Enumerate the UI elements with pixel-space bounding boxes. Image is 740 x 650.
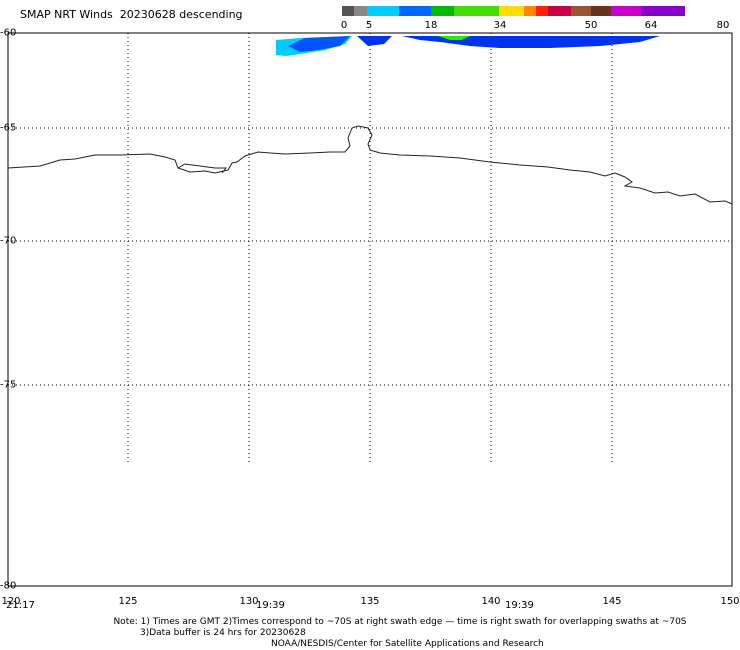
swath-time: 19:39 xyxy=(505,600,534,611)
wind-swath-blue-3 xyxy=(402,36,660,48)
legend-tick: 18 xyxy=(424,20,438,31)
legend-swatch xyxy=(454,6,499,16)
legend-swatch xyxy=(499,6,524,16)
map-title: SMAP NRT Winds 20230628 descending xyxy=(20,8,243,21)
lat-label: -65 xyxy=(0,122,17,134)
wind-swath-blue-2 xyxy=(357,36,392,46)
legend-tick: 0 xyxy=(340,20,348,31)
wind-swath-blue xyxy=(288,36,350,52)
lon-label: 145 xyxy=(602,596,622,607)
legend-tick: 50 xyxy=(584,20,598,31)
legend-swatch xyxy=(641,6,685,16)
note-line-1: Note: 1) Times are GMT 2)Times correspon… xyxy=(113,617,687,627)
lon-label: 150 xyxy=(720,596,740,607)
legend-tick: 64 xyxy=(644,20,658,31)
legend-tick: 80 xyxy=(716,20,730,31)
note-line-2: 3)Data buffer is 24 hrs for 20230628 xyxy=(140,628,306,638)
legend-tick: 34 xyxy=(493,20,507,31)
legend-swatch xyxy=(611,6,641,16)
lon-label: 120 xyxy=(1,596,21,607)
legend-swatch xyxy=(367,6,399,16)
swath-time: 21:17 xyxy=(6,600,35,611)
legend-swatch xyxy=(591,6,611,16)
legend-swatch xyxy=(571,6,591,16)
note-line-3: NOAA/NESDIS/Center for Satellite Applica… xyxy=(271,639,544,649)
legend-color-bar xyxy=(342,6,685,16)
lon-gridlines xyxy=(127,33,613,465)
swath-time: 19:39 xyxy=(256,600,285,611)
lon-label: 125 xyxy=(118,596,138,607)
legend-swatch xyxy=(536,6,548,16)
legend-swatch xyxy=(342,6,354,16)
lat-label: -60 xyxy=(0,27,17,39)
legend-swatch xyxy=(524,6,536,16)
lat-label: -70 xyxy=(0,235,17,247)
legend-swatch xyxy=(399,6,431,16)
legend-swatch xyxy=(354,6,367,16)
lat-label: -80 xyxy=(0,580,17,592)
legend-tick: 5 xyxy=(365,20,373,31)
lon-label: 140 xyxy=(481,596,501,607)
lat-label: -75 xyxy=(0,379,17,391)
legend-swatch xyxy=(431,6,454,16)
legend-swatch xyxy=(548,6,571,16)
lon-label: 135 xyxy=(360,596,380,607)
lat-gridlines xyxy=(8,127,732,386)
lon-label: 130 xyxy=(239,596,259,607)
wind-swath-green xyxy=(438,36,470,40)
antarctic-coastline xyxy=(7,125,733,205)
coastline-inlet xyxy=(177,163,228,174)
